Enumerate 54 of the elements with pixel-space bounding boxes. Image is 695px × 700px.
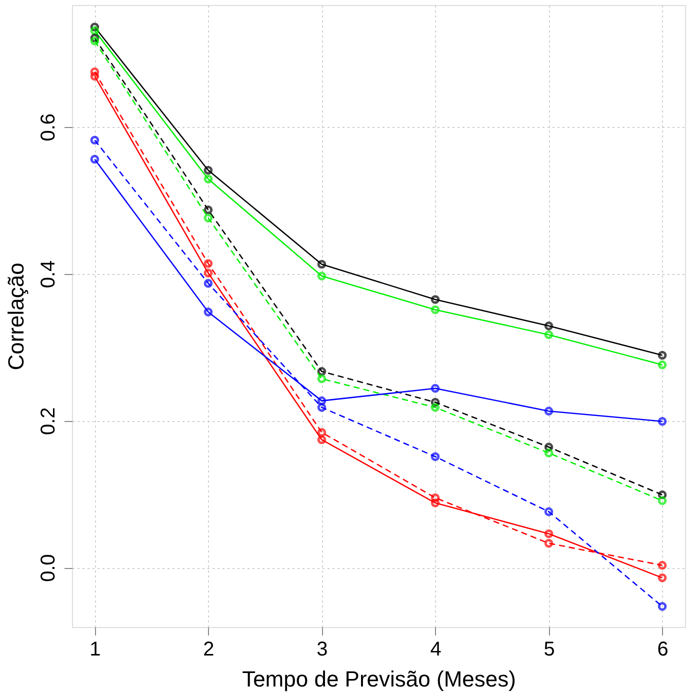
point: [430, 493, 440, 502]
point: [317, 435, 326, 444]
point: [90, 136, 100, 145]
point: [317, 367, 326, 376]
x-axis-title: Tempo de Previsão (Meses): [242, 666, 516, 692]
x-tick-label: 5: [544, 638, 555, 660]
point: [544, 448, 554, 458]
point: [90, 72, 100, 81]
point: [317, 396, 326, 406]
point: [544, 529, 554, 538]
point: [658, 573, 667, 582]
point: [317, 403, 326, 412]
point: [658, 496, 667, 506]
point: [658, 602, 667, 611]
point: [90, 26, 100, 36]
y-axis-title: Correlação: [4, 262, 28, 370]
point: [204, 174, 213, 184]
point: [317, 428, 326, 437]
y-tick-label: 0.6: [38, 113, 60, 142]
x-tick-label: 6: [657, 638, 668, 660]
point: [204, 278, 213, 288]
point: [204, 205, 213, 214]
point: [430, 305, 440, 314]
y-tick-label: 0.0: [38, 554, 60, 582]
point: [90, 36, 100, 46]
point: [544, 538, 554, 548]
point: [658, 560, 667, 570]
point: [430, 295, 440, 304]
y-tick-label: 0.2: [38, 407, 60, 436]
x-tick-label: 1: [90, 638, 101, 660]
point: [430, 403, 440, 412]
point: [204, 308, 213, 316]
x-tick-label: 3: [316, 638, 328, 660]
point: [204, 268, 213, 278]
point: [430, 384, 440, 393]
point: [90, 154, 100, 164]
y-tick-label: 0.4: [38, 260, 60, 288]
point: [317, 260, 326, 269]
point: [317, 272, 326, 280]
x-tick-label: 4: [430, 638, 442, 660]
point: [544, 322, 554, 330]
point: [204, 214, 213, 222]
x-tick-label: 2: [203, 638, 214, 660]
point: [658, 360, 667, 370]
point: [204, 259, 213, 268]
point: [658, 416, 667, 426]
point: [544, 507, 554, 516]
point: [430, 498, 440, 508]
point: [544, 406, 554, 416]
point: [317, 374, 326, 384]
point: [658, 350, 667, 360]
point: [544, 330, 554, 340]
point: [430, 452, 440, 462]
point: [204, 166, 213, 175]
